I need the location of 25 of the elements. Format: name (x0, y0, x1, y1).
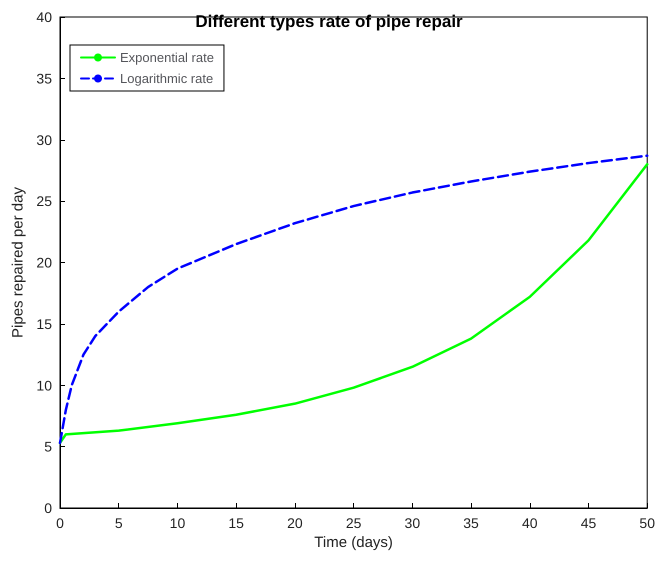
x-tick-label: 35 (463, 515, 480, 531)
x-tick-label: 20 (287, 515, 303, 531)
y-axis-title: Pipes repaired per day (10, 186, 27, 338)
legend-label: Logarithmic rate (120, 71, 214, 86)
x-tick-label: 30 (404, 515, 420, 531)
chart-title: Different types rate of pipe repair (195, 12, 464, 31)
x-tick-label: 15 (228, 515, 244, 531)
y-tick-label: 0 (44, 500, 52, 516)
legend-label: Exponential rate (120, 50, 214, 65)
y-tick-label: 30 (36, 132, 52, 148)
y-tick-label: 10 (36, 377, 52, 394)
x-tick-label: 0 (56, 515, 64, 531)
y-tick-label: 40 (36, 9, 52, 25)
x-tick-label: 10 (170, 515, 186, 531)
x-tick-label: 40 (522, 515, 538, 531)
y-tick-label: 25 (36, 193, 52, 210)
x-tick-label: 25 (346, 515, 362, 531)
y-tick-label: 20 (36, 254, 52, 270)
x-tick-label: 50 (639, 515, 656, 531)
y-tick-label: 15 (36, 316, 52, 332)
x-tick-label: 45 (580, 515, 596, 531)
y-tick-label: 35 (36, 70, 52, 86)
x-tick-label: 5 (114, 515, 123, 531)
x-axis-title: Time (days) (314, 534, 393, 551)
y-tick-label: 5 (44, 438, 52, 455)
